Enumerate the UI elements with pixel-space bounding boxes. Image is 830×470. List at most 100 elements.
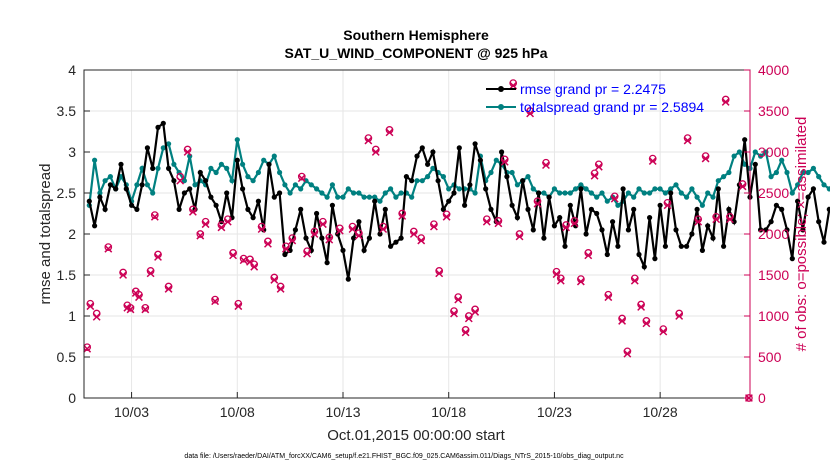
series-rmse-point (197, 169, 203, 176)
x-tick-label: 10/23 (537, 404, 572, 420)
series-rmse-point (467, 182, 473, 188)
series-totalspread-point (604, 198, 610, 204)
series-totalspread-point (800, 169, 806, 176)
series-rmse-point (345, 276, 351, 282)
series-rmse-point (171, 178, 177, 184)
obs-assimilated-point (584, 251, 593, 260)
obs-assimilated-stroke (146, 269, 155, 278)
obs-assimilated-stroke (482, 217, 491, 226)
series-rmse-point (250, 215, 256, 221)
series-totalspread-point (826, 186, 830, 192)
series-totalspread-point (779, 157, 785, 163)
obs-assimilated-point (257, 225, 266, 234)
series-rmse-point (499, 149, 505, 155)
series-rmse-point (726, 206, 732, 212)
series-rmse-point (155, 124, 161, 130)
obs-assimilated-point (610, 194, 619, 203)
obs-assimilated-point (542, 161, 550, 170)
series-rmse-point (768, 219, 774, 225)
series-rmse-point (144, 145, 150, 151)
obs-assimilated-stroke (104, 244, 113, 253)
series-totalspread-point (345, 186, 351, 192)
series-totalspread-point (715, 178, 721, 184)
obs-assimilated-point (594, 162, 603, 171)
obs-assimilated-stroke (648, 157, 657, 165)
series-rmse-point (435, 178, 441, 184)
series-totalspread-point (551, 186, 558, 192)
obs-assimilated-stroke (246, 257, 254, 266)
obs-assimilated-point (721, 98, 730, 106)
obs-assimilated-stroke (515, 232, 524, 241)
series-rmse-point (715, 186, 721, 192)
series-rmse-point (636, 251, 642, 258)
obs-assimilated-point (454, 295, 463, 304)
series-totalspread-point (472, 190, 478, 196)
obs-assimilated-point (119, 271, 128, 279)
series-totalspread-point (271, 153, 277, 159)
obs-assimilated-point (288, 236, 297, 245)
obs-assimilated-stroke (533, 199, 542, 208)
series-rmse-point (800, 227, 806, 233)
obs-possible-point (150, 211, 159, 219)
series-rmse-point (826, 206, 830, 212)
series-totalspread-point (250, 178, 256, 184)
obs-assimilated-stroke (223, 217, 232, 226)
series-totalspread-point (414, 178, 420, 184)
series-rmse-point (652, 256, 658, 262)
obs-assimilated-point (618, 316, 627, 325)
obs-group (83, 79, 753, 402)
legend-spread-marker (498, 104, 504, 110)
series-rmse-point (472, 141, 478, 147)
series-rmse-point (303, 235, 309, 241)
y-tick-label: 3 (68, 144, 76, 160)
obs-assimilated-stroke (239, 256, 248, 265)
series-totalspread-point (213, 169, 219, 176)
series-totalspread-point (340, 194, 346, 200)
series-totalspread-point (583, 186, 589, 192)
obs-assimilated-stroke (610, 194, 619, 203)
obs-assimilated-point (297, 174, 306, 183)
series-rmse-point (160, 120, 166, 126)
series-totalspread-point (277, 169, 283, 176)
x-tick-label: 10/13 (325, 404, 360, 420)
obs-assimilated-point (86, 302, 95, 311)
series-totalspread-point (641, 190, 647, 196)
series-totalspread-point (372, 194, 378, 200)
series-rmse-point (166, 165, 172, 171)
series-totalspread-point (805, 169, 811, 176)
obs-possible-point (141, 303, 150, 312)
obs-assimilated-point (712, 215, 721, 224)
y-tick-label: 0 (68, 390, 76, 406)
series-totalspread-point (171, 161, 177, 167)
series-rmse-point (372, 198, 378, 204)
obs-assimilated-point (385, 128, 394, 137)
series-totalspread-point (218, 161, 224, 167)
series-totalspread-point (784, 169, 790, 176)
obs-assimilated-stroke (303, 249, 311, 258)
series-rmse-point (324, 260, 330, 266)
obs-assimilated-stroke (618, 316, 627, 325)
series-totalspread-point (493, 157, 499, 163)
obs-assimilated-point (310, 230, 319, 238)
y2-tick-label: 3000 (758, 144, 789, 160)
obs-assimilated-stroke (379, 225, 388, 234)
obs-assimilated-point (281, 244, 290, 253)
obs-assimilated-stroke (604, 293, 613, 302)
series-totalspread-point (430, 165, 436, 171)
series-rmse-point (430, 149, 436, 155)
obs-assimilated-stroke (196, 231, 205, 240)
series-rmse-point (134, 206, 140, 212)
obs-assimilated-stroke (201, 220, 210, 229)
series-rmse-point (530, 227, 536, 233)
x-tick-label: 10/18 (431, 404, 466, 420)
obs-assimilated-stroke (471, 307, 480, 316)
obs-assimilated-stroke (454, 295, 463, 304)
series-totalspread-point (409, 194, 415, 200)
series-rmse-point (763, 227, 769, 233)
series-rmse-point (541, 235, 547, 241)
series-totalspread-point (625, 190, 632, 196)
obs-assimilated-stroke (461, 328, 470, 337)
obs-assimilated-point (229, 251, 237, 260)
series-totalspread-point (234, 137, 240, 143)
